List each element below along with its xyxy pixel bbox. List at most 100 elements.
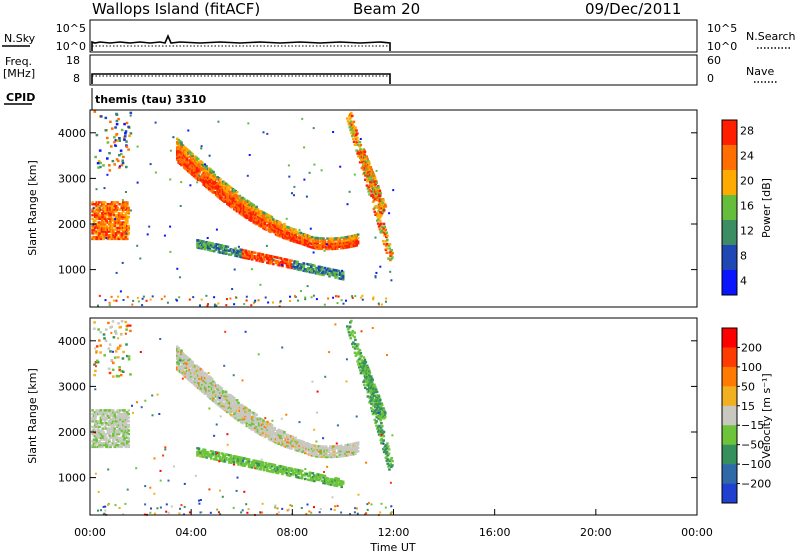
- cpid-mode: themis (tau) 3310: [95, 93, 207, 106]
- heatmap-cell: [180, 349, 183, 352]
- heatmap-cell: [184, 372, 187, 375]
- heatmap-cell: [202, 452, 205, 455]
- heatmap-cell: [248, 419, 251, 423]
- heatmap-cell: [276, 260, 280, 263]
- heatmap-cell: [274, 226, 278, 229]
- heatmap-cell: [192, 166, 196, 169]
- heatmap-cell: [106, 208, 110, 211]
- heatmap-cell: [276, 513, 279, 515]
- heatmap-cell: [354, 345, 358, 349]
- heatmap-cell: [291, 471, 295, 474]
- heatmap-cell: [199, 387, 203, 390]
- heatmap-cell: [97, 160, 101, 163]
- heatmap-cell: [178, 160, 182, 164]
- heatmap-cell: [178, 154, 182, 157]
- heatmap-cell: [96, 237, 100, 241]
- heatmap-cell: [235, 404, 239, 407]
- heatmap-cell: [205, 379, 208, 383]
- heatmap-cell: [315, 243, 318, 247]
- heatmap-cell: [382, 435, 386, 438]
- heatmap-cell: [103, 228, 107, 231]
- heatmap-cell: [178, 157, 182, 160]
- heatmap-cell: [201, 180, 204, 183]
- heatmap-cell: [294, 470, 298, 473]
- colorbar-segment: [722, 120, 737, 146]
- heatmap-cell: [185, 155, 189, 158]
- heatmap-cell: [263, 428, 267, 432]
- heatmap-cell: [284, 471, 287, 475]
- heatmap-cell: [185, 364, 189, 368]
- heatmap-cell: [273, 428, 276, 431]
- heatmap-cell: [185, 163, 189, 166]
- heatmap-cell: [376, 215, 379, 218]
- heatmap-cell: [169, 149, 172, 152]
- heatmap-cell: [184, 361, 187, 365]
- heatmap-cell: [302, 243, 306, 246]
- heatmap-cell: [216, 247, 219, 250]
- heatmap-cell: [126, 210, 129, 213]
- heatmap-cell: [366, 165, 369, 168]
- heatmap-cell: [185, 363, 189, 366]
- heatmap-cell: [315, 242, 318, 245]
- heatmap-cell: [308, 473, 312, 476]
- heatmap-cell: [214, 185, 218, 188]
- heatmap-cell: [113, 201, 117, 204]
- heatmap-cell: [95, 208, 98, 211]
- heatmap-cell: [379, 407, 382, 411]
- heatmap-cell: [350, 319, 353, 323]
- heatmap-cell: [198, 162, 201, 165]
- heatmap-cell: [382, 417, 386, 420]
- heatmap-cell: [237, 459, 240, 462]
- heatmap-cell: [323, 448, 326, 452]
- heatmap-cell: [106, 221, 110, 224]
- heatmap-cell: [377, 417, 380, 420]
- heatmap-cell: [120, 212, 124, 215]
- heatmap-cell: [219, 415, 222, 418]
- heatmap-cell: [129, 373, 132, 376]
- heatmap-cell: [199, 383, 203, 387]
- heatmap-cell: [349, 116, 353, 119]
- heatmap-cell: [246, 253, 249, 256]
- heatmap-cell: [223, 245, 227, 248]
- heatmap-cell: [348, 445, 352, 448]
- heatmap-cell: [116, 226, 119, 230]
- heatmap-cell: [120, 152, 123, 156]
- heatmap-cell: [220, 452, 224, 455]
- heatmap-cell: [127, 445, 130, 449]
- heatmap-cell: [359, 143, 363, 147]
- heatmap-cell: [98, 210, 101, 213]
- heatmap-cell: [299, 446, 303, 450]
- heatmap-cell: [230, 200, 233, 204]
- heatmap-cell: [191, 376, 194, 379]
- heatmap-cell: [222, 454, 225, 457]
- heatmap-cell: [258, 464, 261, 467]
- heatmap-cell: [121, 427, 125, 430]
- heatmap-cell: [249, 207, 253, 210]
- heatmap-cell: [108, 169, 112, 172]
- heatmap-cell: [241, 457, 245, 460]
- heatmap-cell: [94, 472, 97, 475]
- heatmap-cell: [389, 512, 392, 515]
- heatmap-cell: [291, 192, 293, 195]
- heatmap-cell: [252, 212, 256, 215]
- heatmap-cell: [277, 435, 281, 439]
- heatmap-cell: [288, 261, 292, 264]
- heatmap-cell: [199, 376, 203, 380]
- y-tick-label: 2000: [58, 426, 86, 439]
- heatmap-cell: [210, 187, 214, 190]
- heatmap-cell: [341, 446, 345, 449]
- heatmap-cell: [304, 242, 307, 245]
- heatmap-cell: [177, 149, 180, 152]
- heatmap-cell: [356, 351, 360, 355]
- heatmap-cell: [109, 221, 112, 224]
- heatmap-cell: [296, 268, 299, 271]
- heatmap-cell: [297, 440, 300, 444]
- heatmap-cell: [242, 206, 246, 209]
- heatmap-cell: [269, 433, 272, 436]
- heatmap-cell: [276, 440, 279, 443]
- heatmap-cell: [287, 434, 290, 437]
- heatmap-cell: [326, 447, 329, 450]
- heatmap-cell: [342, 454, 346, 458]
- heatmap-cell: [220, 397, 224, 401]
- heatmap-cell: [177, 346, 180, 350]
